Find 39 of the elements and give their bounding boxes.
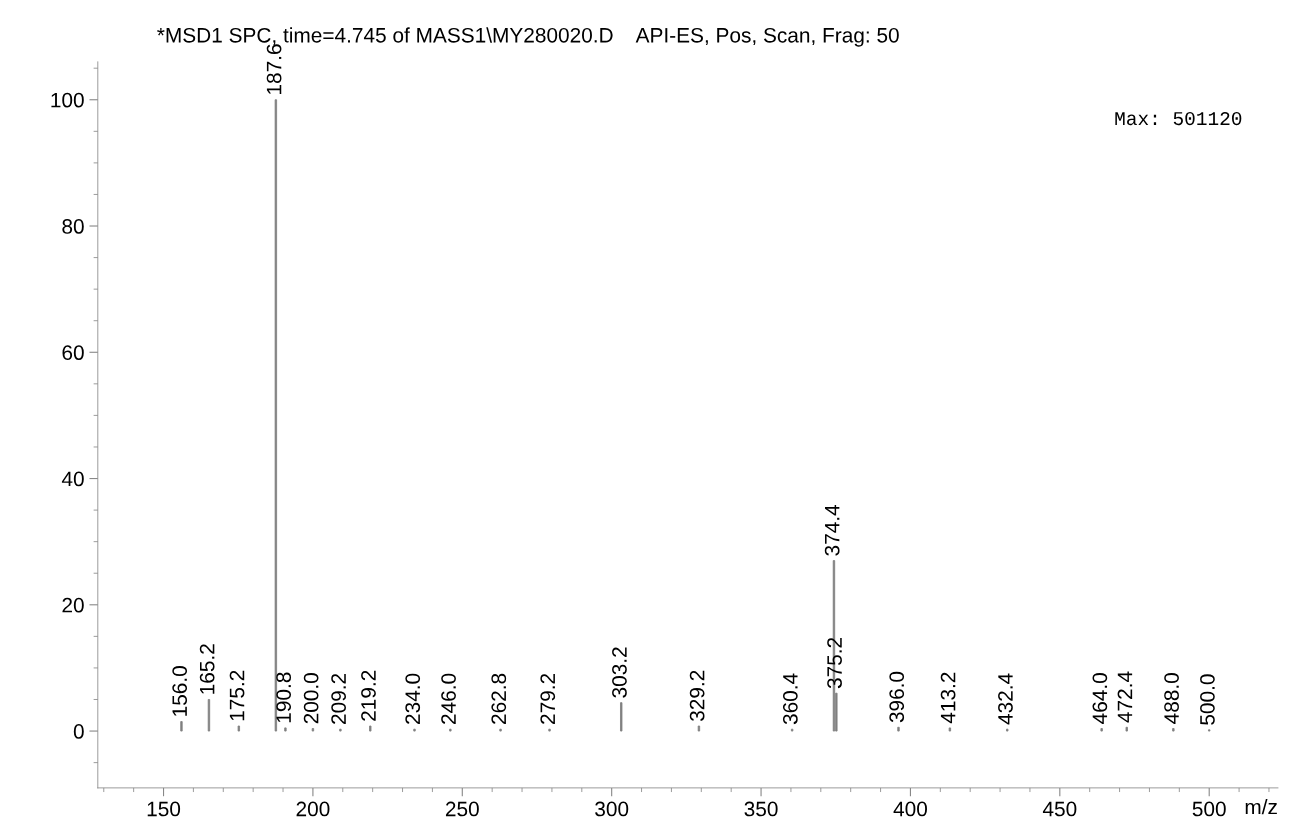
annotation: 500.0 xyxy=(1200,674,1215,725)
y-tick-label: 40 xyxy=(61,471,84,487)
annotation: 246.0 xyxy=(441,673,456,724)
annotation: 329.2 xyxy=(689,670,705,722)
annotation: 279.2 xyxy=(540,673,556,724)
x-tick-label: 150 xyxy=(147,801,181,817)
x-tick-label: 250 xyxy=(445,801,479,817)
annotation: 209.2 xyxy=(331,673,346,724)
annotation: 464.0 xyxy=(1092,673,1108,724)
x-tick-label: 200 xyxy=(296,801,330,817)
x-tick-label: 500 xyxy=(1192,801,1226,817)
x-tick-label: 350 xyxy=(744,801,778,817)
annotation: 303.2 xyxy=(612,647,627,698)
annotation: 219.2 xyxy=(361,670,376,721)
annotation: 413.2 xyxy=(940,672,956,724)
annotation: 165.2 xyxy=(199,644,215,694)
annotation: 360.4 xyxy=(782,673,798,725)
y-tick-label: 20 xyxy=(62,597,84,613)
annotation: 234.0 xyxy=(405,673,421,724)
x-tick-label: 300 xyxy=(595,801,629,817)
annotation: 262.8 xyxy=(491,673,507,724)
y-tick-label: 0 xyxy=(73,724,84,739)
x-axis-title: m/z xyxy=(1245,799,1277,815)
annotation: 432.4 xyxy=(998,673,1013,725)
annotation: 190.8 xyxy=(276,672,292,723)
x-tick-label: 400 xyxy=(893,801,928,817)
y-tick-label: 60 xyxy=(62,345,84,361)
annotation: 488.0 xyxy=(1164,673,1179,724)
annotation: 396.0 xyxy=(889,671,905,723)
annotation: 472.4 xyxy=(1117,671,1133,723)
annotation: 200.0 xyxy=(303,673,319,724)
annotation: Max: 501120 xyxy=(1115,111,1242,126)
annotation: 175.2 xyxy=(229,670,245,721)
x-tick-label: 450 xyxy=(1042,801,1077,817)
annotation: 375.2 xyxy=(827,637,842,689)
y-tick-label: 100 xyxy=(51,92,84,108)
annotation: 156.0 xyxy=(172,666,188,716)
annotation: 374.4 xyxy=(824,504,840,556)
y-tick-label: 80 xyxy=(62,219,84,234)
